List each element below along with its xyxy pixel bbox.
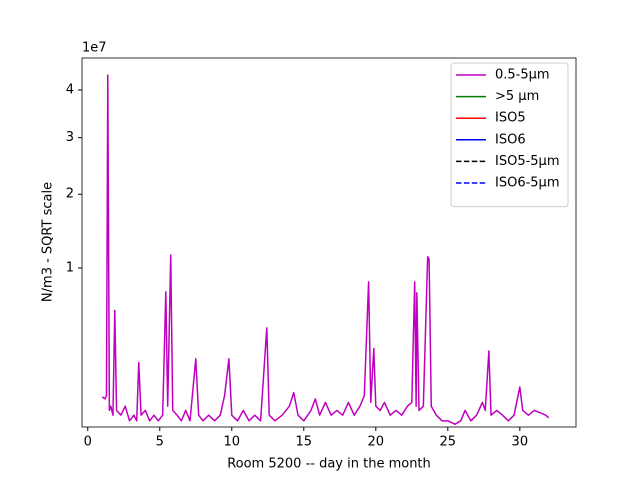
y-tick-label: 3 <box>66 130 74 145</box>
y-axis-label: N/m3 - SQRT scale <box>41 182 56 302</box>
y-tick-label: 4 <box>66 82 74 97</box>
legend-label: ISO5 <box>495 111 526 126</box>
legend-label: >5 µm <box>495 89 539 104</box>
plot-area <box>101 74 550 425</box>
x-tick-label: 30 <box>512 435 529 450</box>
x-tick-label: 10 <box>224 435 241 450</box>
axes-frame <box>81 57 577 428</box>
y-tick-label: 2 <box>66 187 74 202</box>
x-axis-label: Room 5200 -- day in the month <box>227 457 431 472</box>
data-line <box>101 74 550 425</box>
legend-label: ISO5-5µm <box>495 154 560 169</box>
legend-label: ISO6-5µm <box>495 176 560 191</box>
x-tick-label: 20 <box>368 435 385 450</box>
x-tick-label: 5 <box>156 435 164 450</box>
legend-label: 0.5-5µm <box>495 68 550 83</box>
x-tick-label: 0 <box>84 435 92 450</box>
legend-box <box>450 62 569 208</box>
x-tick-label: 25 <box>440 435 457 450</box>
x-tick-label: 15 <box>296 435 313 450</box>
legend-label: ISO6 <box>495 132 526 147</box>
y-offset-label: 1e7 <box>82 41 107 56</box>
y-tick-label: 1 <box>66 260 74 275</box>
